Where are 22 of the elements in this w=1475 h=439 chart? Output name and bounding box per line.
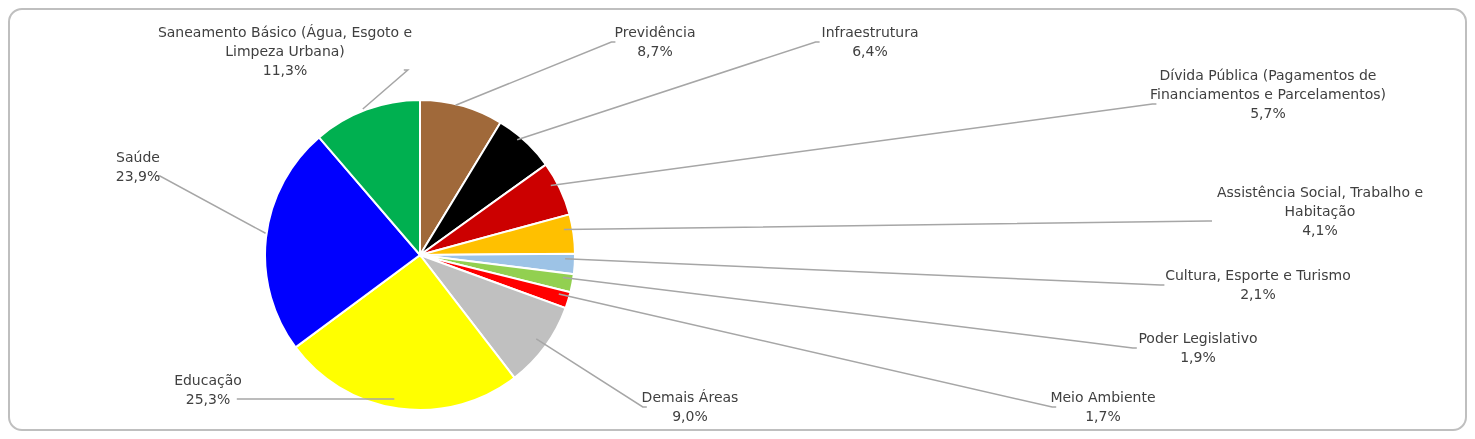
data-label: 23,9% — [115, 168, 161, 184]
slice-label: Infraestrutura — [821, 24, 919, 40]
data-label: 9,0% — [672, 408, 708, 424]
slice-label: Previdência — [614, 24, 696, 40]
data-label: 4,1% — [1302, 222, 1338, 238]
data-label: 25,3% — [185, 391, 231, 407]
data-label: 2,1% — [1240, 286, 1276, 302]
data-label: 8,7% — [637, 43, 673, 59]
data-label: 1,7% — [1085, 408, 1121, 424]
slice-label: Saneamento Básico (Água, Esgoto e Limpeza Urbana) — [157, 24, 413, 59]
slice-label: Dívida Pública (Pagamentos de Financiamentos e Parcelamentos) — [1150, 67, 1386, 102]
data-label: 11,3% — [262, 62, 308, 78]
data-label: 1,9% — [1180, 349, 1216, 365]
slice-label: Saúde — [116, 149, 160, 165]
slice-label: Assistência Social, Trabalho e Habitação — [1216, 184, 1424, 219]
data-label: 5,7% — [1250, 105, 1286, 121]
slice-label: Poder Legislativo — [1138, 330, 1258, 346]
data-label: 6,4% — [852, 43, 888, 59]
slice-label: Cultura, Esporte e Turismo — [1165, 267, 1351, 283]
slice-label: Demais Áreas — [641, 389, 739, 405]
slice-label: Meio Ambiente — [1050, 389, 1156, 405]
slice-label: Educação — [174, 372, 242, 388]
